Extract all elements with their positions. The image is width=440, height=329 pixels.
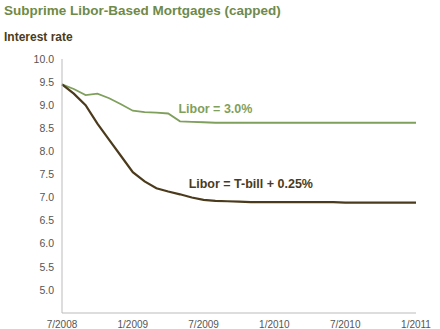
svg-text:1/2011: 1/2011 — [401, 319, 431, 329]
svg-text:7/2008: 7/2008 — [47, 319, 78, 329]
html-text:Subprime Libor-Based Mortgages: Subprime Libor-Based Mortgages (capped) — [4, 3, 281, 18]
svg-text:7/2010: 7/2010 — [330, 319, 361, 329]
svg-text:1/2010: 1/2010 — [259, 319, 290, 329]
svg-text:7.0: 7.0 — [39, 191, 54, 203]
svg-text:Libor = 3.0%: Libor = 3.0% — [178, 102, 252, 116]
html-text:Interest rate: Interest rate — [4, 30, 73, 44]
svg-text:8.5: 8.5 — [39, 122, 54, 134]
svg-text:Libor = T-bill + 0.25%: Libor = T-bill + 0.25% — [189, 177, 313, 191]
svg-text:6.0: 6.0 — [39, 237, 54, 249]
svg-text:8.0: 8.0 — [39, 145, 54, 157]
svg-text:5.0: 5.0 — [39, 284, 54, 296]
svg-text:1/2009: 1/2009 — [118, 319, 149, 329]
svg-text:10.0: 10.0 — [34, 53, 55, 65]
svg-text:7/2009: 7/2009 — [188, 319, 219, 329]
svg-text:7.5: 7.5 — [39, 168, 54, 180]
svg-text:9.5: 9.5 — [39, 76, 54, 88]
svg-text:6.5: 6.5 — [39, 214, 54, 226]
svg-text:9.0: 9.0 — [39, 99, 54, 111]
svg-text:5.5: 5.5 — [39, 261, 54, 273]
